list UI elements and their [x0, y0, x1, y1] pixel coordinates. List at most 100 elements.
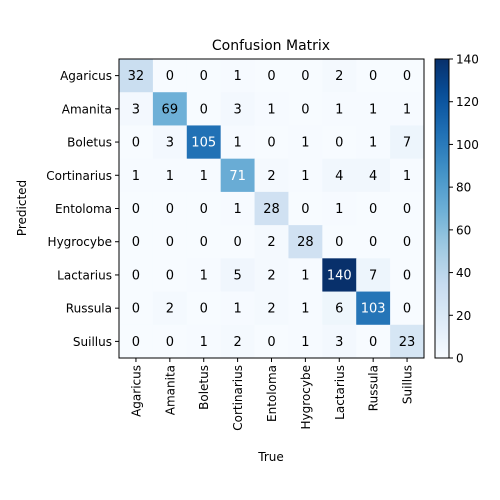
cell-value-label: 23	[399, 335, 416, 350]
heatmap-cell	[119, 258, 154, 292]
heatmap-cell	[322, 291, 357, 326]
heatmap-cell	[390, 291, 425, 326]
heatmap-cell	[186, 59, 222, 93]
heatmap-cell	[254, 258, 289, 292]
cell-value-label: 3	[233, 102, 241, 117]
cell-value-label: 1	[403, 102, 411, 117]
cell-value-label: 0	[132, 335, 140, 350]
heatmap-cell	[186, 125, 222, 160]
cell-value-label: 4	[369, 169, 377, 184]
cell-value-label: 0	[200, 302, 208, 317]
cell-value-label: 6	[335, 302, 343, 317]
cell-value-label: 1	[200, 268, 208, 283]
cell-value-label: 1	[301, 268, 309, 283]
heatmap-cell	[119, 324, 154, 359]
cell-value-label: 1	[233, 202, 241, 217]
colorbar: 0 20 40 60 80 100 120 140	[434, 53, 479, 366]
heatmap-cell	[119, 92, 154, 126]
heatmap-cell	[288, 225, 323, 259]
cell-value-label: 28	[263, 202, 280, 217]
colorbar-tick-label: 20	[456, 309, 471, 323]
y-tick-label: Entoloma	[55, 202, 112, 216]
x-tick-label: Hygrocybe	[299, 365, 313, 429]
cell-value-label: 4	[335, 169, 343, 184]
cell-value-label: 0	[335, 235, 343, 250]
y-axis-ticks: Agaricus Amanita Boletus Cortinarius Entolom…	[46, 69, 119, 349]
colorbar-tick-label: 140	[456, 53, 479, 67]
heatmap-cells	[119, 59, 425, 359]
cell-value-label: 1	[200, 335, 208, 350]
heatmap-cell	[322, 125, 357, 160]
cell-value-label: 69	[162, 102, 179, 117]
cell-value-label: 32	[128, 69, 145, 84]
heatmap-cell	[390, 258, 425, 292]
cell-value-label: 1	[301, 136, 309, 151]
heatmap-cell	[356, 125, 391, 160]
heatmap-cell	[288, 291, 323, 326]
cell-value-label: 3	[335, 335, 343, 350]
cell-value-label: 1	[301, 169, 309, 184]
cell-value-label: 0	[132, 202, 140, 217]
cell-value-label: 1	[233, 302, 241, 317]
heatmap-cell	[390, 59, 425, 93]
cell-value-label: 2	[267, 268, 275, 283]
heatmap-cell	[152, 258, 188, 292]
heatmap-cell	[390, 225, 425, 259]
cell-value-label: 0	[369, 235, 377, 250]
cell-value-label: 0	[301, 69, 309, 84]
heatmap-cell	[356, 324, 391, 359]
cell-value-label: 0	[301, 202, 309, 217]
colorbar-tick-label: 80	[456, 181, 471, 195]
heatmap-cell	[356, 59, 391, 93]
y-axis-label: Predicted	[15, 180, 29, 236]
heatmap-cell	[288, 191, 323, 226]
colorbar-tick-label: 60	[456, 223, 471, 237]
heatmap-cell	[152, 59, 188, 93]
cell-value-label: 7	[369, 268, 377, 283]
colorbar-gradient	[434, 58, 450, 359]
chart-title: Confusion Matrix	[212, 38, 330, 54]
cell-value-label: 0	[132, 302, 140, 317]
heatmap-cell	[220, 92, 255, 126]
cell-value-label: 2	[335, 69, 343, 84]
y-tick-label: Agaricus	[60, 69, 112, 83]
heatmap-cell	[119, 125, 154, 160]
heatmap-cell	[356, 158, 391, 193]
cell-value-label: 3	[166, 136, 174, 151]
heatmap-cell	[220, 125, 255, 160]
y-tick-label: Amanita	[62, 102, 112, 116]
heatmap-cell	[119, 291, 154, 326]
cell-value-label: 1	[301, 335, 309, 350]
x-tick-label: Russula	[367, 365, 381, 411]
heatmap-cell	[390, 125, 425, 160]
cell-value-label: 2	[166, 302, 174, 317]
heatmap-cell	[288, 158, 323, 193]
heatmap-cell	[254, 324, 289, 359]
cell-value-label: 0	[200, 202, 208, 217]
cell-value-label: 1	[233, 136, 241, 151]
cell-value-label: 3	[132, 102, 140, 117]
cell-value-label: 0	[200, 235, 208, 250]
heatmap-cell	[152, 324, 188, 359]
heatmap-cell	[322, 258, 357, 292]
cell-value-label: 0	[132, 268, 140, 283]
cell-value-label: 0	[166, 202, 174, 217]
heatmap-cell	[356, 92, 391, 126]
heatmap-cell	[186, 225, 222, 259]
cell-value-label: 0	[132, 136, 140, 151]
heatmap-cell	[322, 324, 357, 359]
colorbar-tick-label: 40	[456, 266, 471, 280]
heatmap-cell	[254, 191, 289, 226]
colorbar-tick-label: 100	[456, 138, 479, 152]
heatmap-cell	[186, 258, 222, 292]
cell-value-label: 1	[403, 169, 411, 184]
cell-value-label: 0	[369, 202, 377, 217]
cell-value-label: 71	[229, 169, 246, 184]
cell-value-label: 2	[267, 235, 275, 250]
cell-value-label: 0	[200, 69, 208, 84]
cell-value-label: 0	[267, 69, 275, 84]
cell-value-label: 0	[132, 235, 140, 250]
cell-value-label: 28	[297, 235, 314, 250]
x-tick-label: Cortinarius	[231, 365, 245, 431]
